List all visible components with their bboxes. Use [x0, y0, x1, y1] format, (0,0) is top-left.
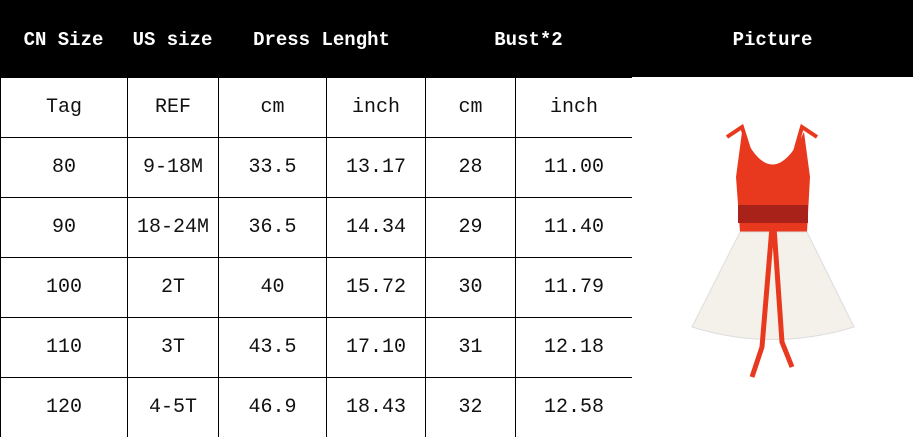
subheader-cell: Tag	[0, 77, 128, 138]
table-cell: 100	[0, 257, 128, 318]
table-cell: 11.79	[515, 257, 633, 318]
table-row: 120 4-5T 46.9 18.43 32 12.58	[0, 377, 633, 437]
table-cell: 4-5T	[127, 377, 219, 437]
table-row: 90 18-24M 36.5 14.34 29 11.40	[0, 197, 633, 258]
table-cell: 18-24M	[127, 197, 219, 258]
header-cn-size: CN Size	[23, 29, 104, 51]
table-cell: 43.5	[218, 317, 327, 378]
table-cell: 36.5	[218, 197, 327, 258]
table-cell: 9-18M	[127, 137, 219, 198]
table-cell: 31	[425, 317, 516, 378]
subheader-cell: REF	[127, 77, 219, 138]
table-cell: 18.43	[326, 377, 426, 437]
table-cell: 17.10	[326, 317, 426, 378]
table-cell: 15.72	[326, 257, 426, 318]
subheader-cell: cm	[218, 77, 327, 138]
header-bust: Bust*2	[494, 29, 563, 51]
table-cell: 110	[0, 317, 128, 378]
table-cell: 28	[425, 137, 516, 198]
header-dress-length: Dress Lenght	[253, 29, 390, 51]
table-cell: 2T	[127, 257, 219, 318]
table-cell: 12.58	[515, 377, 633, 437]
table-cell: 80	[0, 137, 128, 198]
table-cell: 13.17	[326, 137, 426, 198]
table-cell: 40	[218, 257, 327, 318]
subheader-cell: inch	[326, 77, 426, 138]
table-cell: 90	[0, 197, 128, 258]
header-picture: Picture	[732, 29, 813, 51]
table-cell: 120	[0, 377, 128, 437]
table-row: 100 2T 40 15.72 30 11.79	[0, 257, 633, 318]
table-row: 110 3T 43.5 17.10 31 12.18	[0, 317, 633, 378]
table-cell: 11.00	[515, 137, 633, 198]
size-table: Tag REF cm inch cm inch 80 9-18M 33.5 13.17 28 11.0…	[0, 77, 633, 437]
subheader-row: Tag REF cm inch cm inch	[0, 77, 633, 138]
dress-image	[691, 123, 855, 378]
table-row: 80 9-18M 33.5 13.17 28 11.00	[0, 137, 633, 198]
subheader-cell: inch	[515, 77, 633, 138]
table-cell: 29	[425, 197, 516, 258]
table-cell: 46.9	[218, 377, 327, 437]
table-cell: 3T	[127, 317, 219, 378]
table-cell: 33.5	[218, 137, 327, 198]
table-cell: 11.40	[515, 197, 633, 258]
header-us-size: US size	[132, 29, 213, 51]
subheader-cell: cm	[425, 77, 516, 138]
table-cell: 12.18	[515, 317, 633, 378]
table-cell: 14.34	[326, 197, 426, 258]
table-cell: 30	[425, 257, 516, 318]
header-band: CN Size US size Dress Lenght Bust*2 Pict…	[0, 0, 913, 77]
dress-picture	[632, 77, 913, 437]
table-cell: 32	[425, 377, 516, 437]
